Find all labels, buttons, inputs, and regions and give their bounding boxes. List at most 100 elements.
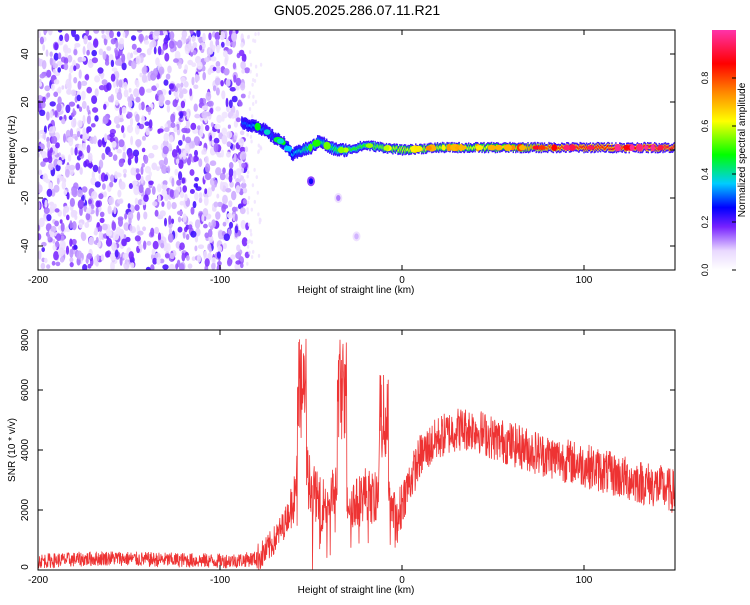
spectrogram-noise-cell bbox=[198, 158, 203, 168]
snr-frame bbox=[37, 329, 676, 571]
snr-series-0 bbox=[38, 338, 675, 570]
spectrogram-noise-cell bbox=[115, 123, 121, 129]
spectrogram-noise-cell bbox=[165, 73, 171, 80]
spectrogram-noise-cell bbox=[252, 94, 255, 99]
spectrogram-noise-cell bbox=[109, 132, 115, 138]
spectrogram-noise-cell bbox=[239, 160, 242, 169]
spectrogram-noise-cell bbox=[123, 81, 128, 90]
spectrogram-noise-cell bbox=[87, 60, 94, 68]
spectrogram-noise-cell bbox=[175, 263, 179, 270]
spectrogram-noise-cell bbox=[39, 73, 46, 79]
spectrogram-noise-cell bbox=[38, 94, 43, 101]
spectrogram-noise-cell bbox=[228, 200, 233, 208]
spectrogram-noise-cell bbox=[180, 82, 184, 88]
spectrogram-noise-cell bbox=[69, 220, 73, 229]
snr-y-tick-label: 8000 bbox=[20, 328, 31, 351]
spectrogram-noise-cell bbox=[230, 254, 236, 260]
spectrogram-noise-cell bbox=[239, 49, 245, 57]
spectrogram-noise-cell bbox=[233, 120, 238, 128]
spectrogram-noise-cell bbox=[257, 149, 261, 153]
spectrogram-noise-cell bbox=[75, 162, 81, 171]
spectrogram-noise-cell bbox=[118, 139, 125, 148]
spectrogram-noise-cell bbox=[212, 206, 217, 212]
spectrogram-noise-cell bbox=[57, 30, 63, 33]
spectrogram-noise-cell bbox=[59, 256, 65, 263]
spectrogram-noise-cell bbox=[73, 110, 77, 116]
spectrogram-noise-cell bbox=[126, 124, 134, 134]
spectrogram-noise-cell bbox=[228, 174, 233, 183]
spectrogram-noise-cell bbox=[132, 149, 140, 157]
spectrogram-noise-cell bbox=[194, 245, 198, 252]
spectrogram-noise-cell bbox=[71, 30, 76, 38]
spectrogram-noise-cell bbox=[168, 134, 174, 143]
spectrogram-noise-cell bbox=[133, 88, 140, 98]
spectrogram-noise-cell bbox=[234, 213, 238, 222]
spectrogram-noise-cell bbox=[83, 142, 86, 151]
spectrogram-noise-cell bbox=[162, 145, 169, 155]
spectrogram-noise-cell bbox=[145, 127, 150, 136]
snr-x-tick-label: -200 bbox=[28, 575, 48, 586]
spectrogram-noise-cell bbox=[258, 220, 261, 225]
spectrogram-noise-cell bbox=[222, 221, 227, 227]
spectrogram-noise-cell bbox=[162, 264, 169, 270]
spectrogram-noise-cell bbox=[73, 49, 78, 56]
spectrogram-noise-cell bbox=[208, 47, 214, 55]
spectrogram-noise-cell bbox=[85, 212, 91, 221]
spectrogram-noise-cell bbox=[215, 167, 222, 176]
spectrogram-noise-cell bbox=[257, 31, 260, 36]
spectrogram-noise-cell bbox=[127, 157, 132, 166]
spectrogram-noise-cell bbox=[155, 83, 160, 89]
spectrogram-noise-cell bbox=[86, 253, 93, 260]
colorbar-tick-label: 0.0 bbox=[700, 264, 710, 277]
spectrogram-noise-cell bbox=[181, 252, 186, 262]
spectrogram-noise-cell bbox=[71, 238, 77, 246]
spectrogram-noise-cell bbox=[241, 68, 246, 74]
spectrogram-noise-cell bbox=[201, 105, 209, 111]
spectrogram-noise-cell bbox=[102, 50, 107, 60]
spectrogram-noise-cell bbox=[240, 262, 244, 269]
spectrogram-ridge-blob bbox=[425, 145, 432, 151]
spectrogram-noise-cell bbox=[114, 49, 119, 57]
spectrogram-noise-cell bbox=[135, 55, 141, 65]
spectrogram-noise-cell bbox=[240, 42, 244, 48]
spectrogram-noise-cell bbox=[119, 106, 123, 116]
spectrogram-noise-cell bbox=[144, 166, 151, 174]
spectrogram-ridge-core bbox=[311, 144, 314, 147]
snr-x-tick-label: 0 bbox=[399, 575, 405, 586]
spectrogram-noise-cell bbox=[49, 101, 56, 107]
spectrogram-noise-cell bbox=[87, 152, 93, 162]
spectrogram-noise-cell bbox=[77, 80, 82, 90]
spectrogram-y-tick-label: -20 bbox=[20, 190, 31, 205]
spectrogram-noise-cell bbox=[241, 166, 245, 174]
spectrogram-noise-cell bbox=[86, 207, 92, 214]
spectrogram-noise-cell bbox=[158, 94, 165, 103]
spectrogram-noise-cell bbox=[78, 150, 83, 157]
spectrogram-noise-cell bbox=[86, 115, 91, 125]
spectrogram-noise-cell bbox=[177, 216, 182, 223]
spectrogram-ridge-blob bbox=[343, 147, 349, 153]
spectrogram-noise-cell bbox=[38, 201, 41, 210]
spectrogram-noise-cell bbox=[152, 144, 159, 150]
spectrogram-y-tick-label: 40 bbox=[20, 48, 31, 60]
snr-x-tick-label: 100 bbox=[576, 575, 593, 586]
spectrogram-noise-cell bbox=[213, 137, 220, 144]
spectrogram-noise-cell bbox=[189, 88, 193, 97]
spectrogram-noise-cell bbox=[77, 199, 85, 210]
spectrogram-noise-cell bbox=[251, 183, 255, 188]
spectrogram-noise-cell bbox=[98, 85, 106, 91]
snr-y-tick-label: 6000 bbox=[20, 378, 31, 401]
spectrogram-noise-cell bbox=[248, 250, 251, 255]
spectrogram-noise-cell bbox=[135, 173, 141, 181]
spectrogram-noise-cell bbox=[247, 94, 251, 99]
spectrogram-noise-cell bbox=[216, 44, 220, 54]
spectrogram-noise-cell bbox=[248, 50, 252, 54]
spectrogram-noise-cell bbox=[94, 181, 101, 188]
spectrogram-noise-cell bbox=[138, 123, 145, 130]
spectrogram-y-label: Frequency (Hz) bbox=[7, 116, 18, 185]
snr-y-tick-label: 2000 bbox=[20, 498, 31, 521]
spectrogram-noise-cell bbox=[239, 130, 245, 136]
spectrogram-noise-cell bbox=[180, 76, 186, 83]
spectrogram-noise-cell bbox=[163, 242, 169, 251]
spectrogram-noise-cell bbox=[50, 225, 57, 233]
